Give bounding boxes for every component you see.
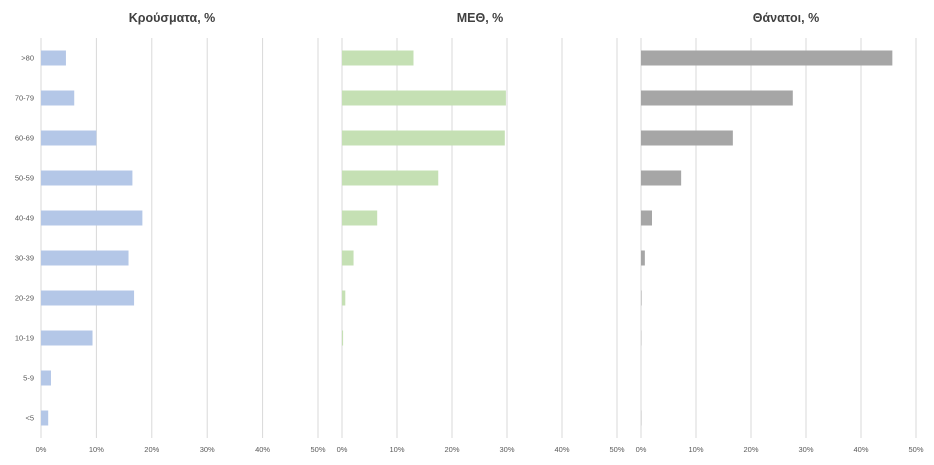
x-tick-label: 30% xyxy=(798,445,813,454)
x-tick-label: 40% xyxy=(255,445,270,454)
bar xyxy=(641,210,652,226)
category-label: 30-39 xyxy=(15,254,34,263)
bar xyxy=(641,50,893,66)
bar xyxy=(641,170,682,186)
category-labels: >80 70-79 60-69 50-59 40-49 30-39 20-29 10-19 5-… xyxy=(15,54,34,423)
category-label: 60-69 xyxy=(15,134,34,143)
x-tick-label: 20% xyxy=(144,445,159,454)
panel-3: Θάνατοι, % 0% 10% 20% 30% 40% 50% xyxy=(636,11,924,454)
bar xyxy=(641,90,793,106)
panel-1: Κρούσματα, % 0% 10% 20% 30% 40% 50% xyxy=(36,11,326,454)
x-tick-label: 50% xyxy=(609,445,624,454)
bar xyxy=(641,130,733,146)
bar xyxy=(41,170,133,186)
x-tick-label: 10% xyxy=(89,445,104,454)
bar xyxy=(342,250,354,266)
x-tick-label: 50% xyxy=(310,445,325,454)
bar xyxy=(641,290,642,306)
chart-panels: >80 70-79 60-69 50-59 40-49 30-39 20-29 10-19 5-… xyxy=(15,11,924,454)
category-label: 40-49 xyxy=(15,214,34,223)
bar xyxy=(342,50,414,66)
x-tick-label: 20% xyxy=(743,445,758,454)
bar xyxy=(342,210,378,226)
bar xyxy=(41,210,143,226)
x-tick-label: 10% xyxy=(389,445,404,454)
bar xyxy=(342,290,346,306)
category-label: 5-9 xyxy=(23,374,34,383)
bar xyxy=(41,290,135,306)
bar xyxy=(342,130,505,146)
bar xyxy=(342,170,439,186)
x-tick-label: 30% xyxy=(499,445,514,454)
panel-title: Θάνατοι, % xyxy=(753,11,819,25)
bar xyxy=(41,250,129,266)
bar xyxy=(41,50,66,66)
x-tick-label: 0% xyxy=(36,445,47,454)
bar xyxy=(41,370,51,386)
panel-title: Κρούσματα, % xyxy=(129,11,216,25)
panel-2: ΜΕΘ, % 0% 10% 20% 30% 40% 50% xyxy=(337,11,625,454)
category-label: 50-59 xyxy=(15,174,34,183)
x-tick-label: 10% xyxy=(688,445,703,454)
panel-title: ΜΕΘ, % xyxy=(457,11,504,25)
bar xyxy=(342,90,506,106)
category-label: 70-79 xyxy=(15,94,34,103)
category-label: >80 xyxy=(21,54,34,63)
bar xyxy=(641,250,645,266)
bar xyxy=(41,410,49,426)
bar xyxy=(41,130,97,146)
x-tick-label: 0% xyxy=(337,445,348,454)
category-label: <5 xyxy=(25,414,34,423)
category-label: 20-29 xyxy=(15,294,34,303)
x-tick-label: 0% xyxy=(636,445,647,454)
category-label: 10-19 xyxy=(15,334,34,343)
x-tick-label: 50% xyxy=(908,445,923,454)
x-tick-label: 20% xyxy=(444,445,459,454)
bar xyxy=(41,90,75,106)
x-tick-label: 40% xyxy=(853,445,868,454)
bar xyxy=(41,330,93,346)
bar xyxy=(342,330,344,346)
x-tick-label: 40% xyxy=(554,445,569,454)
x-tick-label: 30% xyxy=(200,445,215,454)
